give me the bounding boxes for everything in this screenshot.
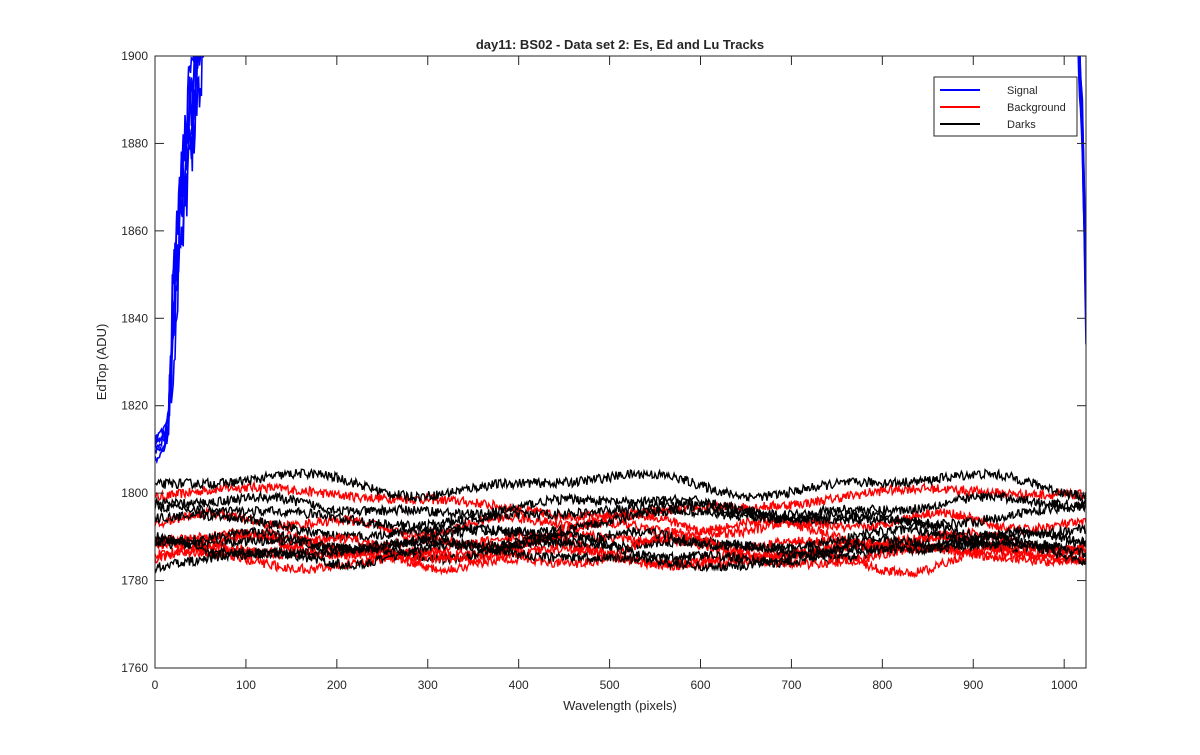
tick-layer: 0 100 200 300 400 500 600 700 800 900 1000 1760 1780… bbox=[121, 49, 1086, 692]
darks-trace-1 bbox=[155, 467, 1086, 503]
y-tick-label-1760: 1760 bbox=[121, 661, 148, 675]
y-tick-label-1900: 1900 bbox=[121, 49, 148, 63]
darks-trace-4 bbox=[155, 505, 1086, 544]
series-layer bbox=[155, 56, 1086, 579]
darks-trace-8 bbox=[155, 534, 1086, 574]
y-tick-label-1800: 1800 bbox=[121, 486, 148, 500]
y-tick-label-1840: 1840 bbox=[121, 311, 148, 325]
x-tick-label-1000: 1000 bbox=[1051, 678, 1078, 692]
x-tick-label-200: 200 bbox=[327, 678, 347, 692]
background-trace-2 bbox=[155, 506, 1086, 543]
x-tick-label-500: 500 bbox=[600, 678, 620, 692]
chart-title: day11: BS02 - Data set 2: Es, Ed and Lu … bbox=[476, 37, 764, 52]
signal-left-trace-4 bbox=[155, 56, 203, 465]
x-tick-label-900: 900 bbox=[963, 678, 983, 692]
x-tick-label-100: 100 bbox=[236, 678, 256, 692]
x-tick-label-400: 400 bbox=[509, 678, 529, 692]
legend-label-background: Background bbox=[1007, 102, 1066, 114]
x-tick-label-700: 700 bbox=[781, 678, 801, 692]
legend-label-signal: Signal bbox=[1007, 85, 1038, 97]
y-tick-label-1820: 1820 bbox=[121, 399, 148, 413]
darks-trace-2 bbox=[155, 490, 1086, 522]
signal-right-trace-6 bbox=[1078, 56, 1086, 298]
y-tick-label-1860: 1860 bbox=[121, 224, 148, 238]
axes-background bbox=[155, 56, 1086, 668]
x-tick-label-300: 300 bbox=[418, 678, 438, 692]
y-tick-label-1780: 1780 bbox=[121, 574, 148, 588]
signal-left-trace-5 bbox=[155, 56, 199, 447]
x-tick-label-0: 0 bbox=[152, 678, 159, 692]
y-axis-label: EdTop (ADU) bbox=[94, 324, 109, 401]
axes-frame bbox=[154, 55, 1087, 669]
x-tick-label-800: 800 bbox=[872, 678, 892, 692]
x-axis-label: Wavelength (pixels) bbox=[563, 698, 677, 713]
legend: Signal Background Darks bbox=[933, 76, 1078, 137]
legend-label-darks: Darks bbox=[1007, 119, 1036, 131]
signal-left-trace-6 bbox=[155, 56, 199, 450]
x-tick-label-600: 600 bbox=[690, 678, 710, 692]
y-tick-label-1880: 1880 bbox=[121, 136, 148, 150]
